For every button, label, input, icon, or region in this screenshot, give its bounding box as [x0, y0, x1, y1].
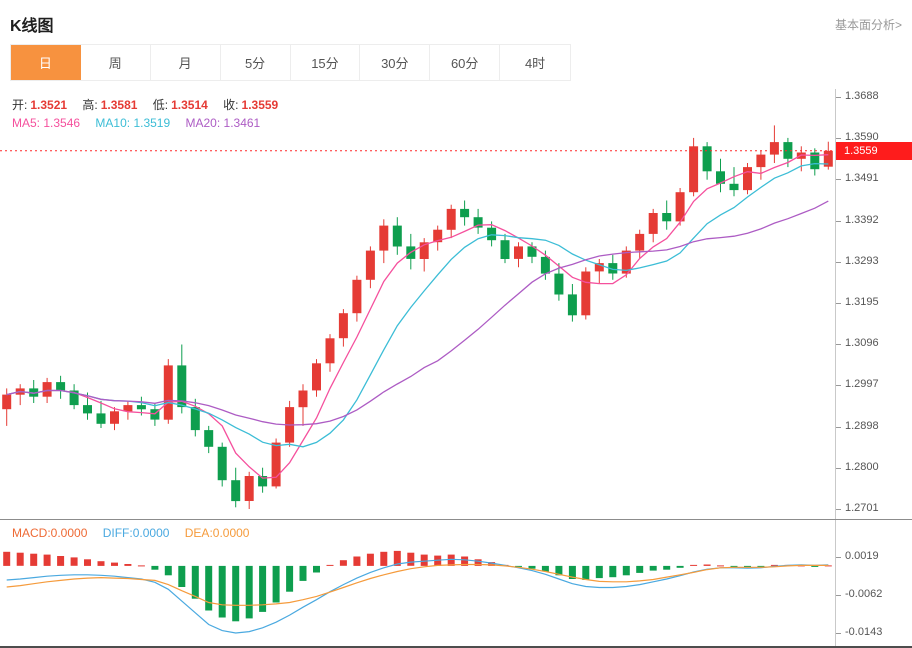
dea-value: 0.0000	[212, 526, 250, 540]
diff-value: 0.0000	[132, 526, 170, 540]
close-value: 1.3559	[241, 98, 279, 112]
chart-area: 1.3688 1.3590 1.3491 1.3392 1.3293 1.3195 1.30…	[0, 89, 912, 648]
ma-info: MA5: 1.3546 MA10: 1.3519 MA20: 1.3461	[12, 116, 272, 130]
tab-15分[interactable]: 15分	[290, 45, 361, 80]
dea-label: DEA:	[184, 526, 213, 540]
page-header: K线图 基本面分析>	[0, 0, 912, 44]
price-axis-label: 1.2800	[845, 461, 879, 473]
price-axis-label: 1.2701	[845, 502, 879, 514]
tab-5分[interactable]: 5分	[220, 45, 291, 80]
tab-4时[interactable]: 4时	[500, 45, 570, 80]
fundamental-analysis-link[interactable]: 基本面分析>	[834, 17, 902, 32]
tab-60分[interactable]: 60分	[430, 45, 501, 80]
macd-axis-label: -0.0143	[845, 626, 883, 638]
macd-axis: 0.0019 -0.0062 -0.0143	[835, 520, 912, 646]
price-axis-label: 1.3293	[845, 255, 879, 267]
ma10-label: MA10:	[95, 116, 131, 130]
tab-30分[interactable]: 30分	[360, 45, 431, 80]
tab-日[interactable]: 日	[11, 45, 81, 80]
price-axis: 1.3688 1.3590 1.3491 1.3392 1.3293 1.3195 1.30…	[835, 89, 912, 519]
ma20-value: 1.3461	[223, 116, 261, 130]
price-axis-label: 1.2898	[845, 420, 879, 432]
open-label: 开:	[12, 98, 28, 112]
price-axis-label: 1.3688	[845, 90, 879, 102]
ma10-value: 1.3519	[133, 116, 171, 130]
macd-value: 0.0000	[50, 526, 88, 540]
ma5-value: 1.3546	[43, 116, 81, 130]
macd-pane: 0.0019 -0.0062 -0.0143 MACD:0.0000 DIFF:0.…	[0, 520, 912, 646]
last-price-tag: 1.3559	[836, 142, 912, 160]
interval-tabs: 日周月 5分 15分 30分 60分 4时	[10, 44, 571, 81]
diff-label: DIFF:	[102, 526, 133, 540]
close-label: 收:	[223, 98, 239, 112]
macd-axis-label: -0.0062	[845, 588, 883, 600]
price-axis-label: 1.3590	[845, 131, 879, 143]
open-value: 1.3521	[30, 98, 68, 112]
price-axis-label: 1.3096	[845, 337, 879, 349]
low-value: 1.3514	[171, 98, 208, 112]
main-chart-pane: 1.3688 1.3590 1.3491 1.3392 1.3293 1.3195 1.30…	[0, 89, 912, 519]
tab-周[interactable]: 周	[80, 45, 151, 80]
price-axis-label: 1.3491	[845, 172, 879, 184]
macd-chart[interactable]	[0, 520, 835, 646]
price-axis-label: 1.3392	[845, 214, 879, 226]
candlestick-chart[interactable]	[0, 89, 835, 519]
macd-info: MACD:0.0000 DIFF:0.0000 DEA:0.0000	[12, 526, 261, 540]
ohlc-info: 开: 1.3521 高: 1.3581 低: 1.3514 收: 1.3559	[12, 96, 290, 113]
pane-divider	[0, 519, 912, 520]
page-title: K线图	[10, 18, 54, 35]
ma5-label: MA5:	[12, 116, 41, 130]
tab-月[interactable]: 月	[150, 45, 221, 80]
price-axis-label: 1.2997	[845, 378, 879, 390]
price-axis-label: 1.3195	[845, 296, 879, 308]
ma20-label: MA20:	[185, 116, 221, 130]
high-label: 高:	[82, 98, 98, 112]
low-label: 低:	[152, 98, 169, 112]
macd-label: MACD:	[12, 526, 51, 540]
macd-axis-label: 0.0019	[845, 550, 879, 562]
high-value: 1.3581	[100, 98, 138, 112]
